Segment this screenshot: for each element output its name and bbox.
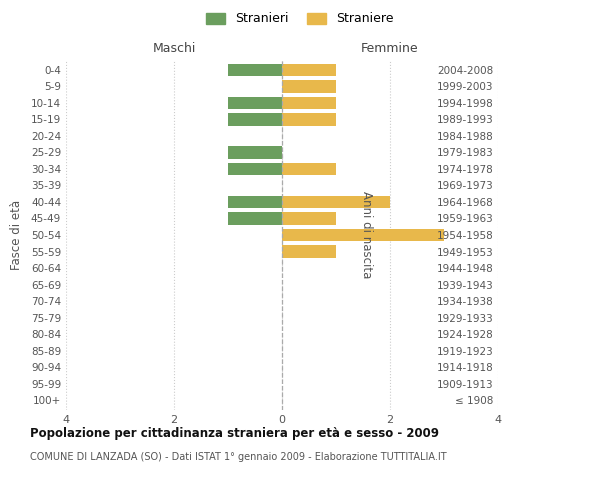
Bar: [282, 163, 336, 175]
Y-axis label: Fasce di età: Fasce di età: [10, 200, 23, 270]
Bar: [282, 212, 336, 224]
Text: Femmine: Femmine: [361, 42, 419, 55]
Bar: [228, 96, 282, 109]
Bar: [228, 196, 282, 208]
Bar: [228, 64, 282, 76]
Text: Maschi: Maschi: [152, 42, 196, 55]
Bar: [282, 229, 444, 241]
Bar: [282, 246, 336, 258]
Bar: [228, 163, 282, 175]
Y-axis label: Anni di nascita: Anni di nascita: [361, 192, 373, 278]
Bar: [282, 64, 336, 76]
Bar: [282, 196, 390, 208]
Text: COMUNE DI LANZADA (SO) - Dati ISTAT 1° gennaio 2009 - Elaborazione TUTTITALIA.IT: COMUNE DI LANZADA (SO) - Dati ISTAT 1° g…: [30, 452, 446, 462]
Bar: [228, 146, 282, 158]
Bar: [282, 96, 336, 109]
Legend: Stranieri, Straniere: Stranieri, Straniere: [203, 8, 397, 29]
Bar: [228, 212, 282, 224]
Text: Popolazione per cittadinanza straniera per età e sesso - 2009: Popolazione per cittadinanza straniera p…: [30, 428, 439, 440]
Bar: [282, 113, 336, 126]
Bar: [282, 80, 336, 92]
Bar: [228, 113, 282, 126]
